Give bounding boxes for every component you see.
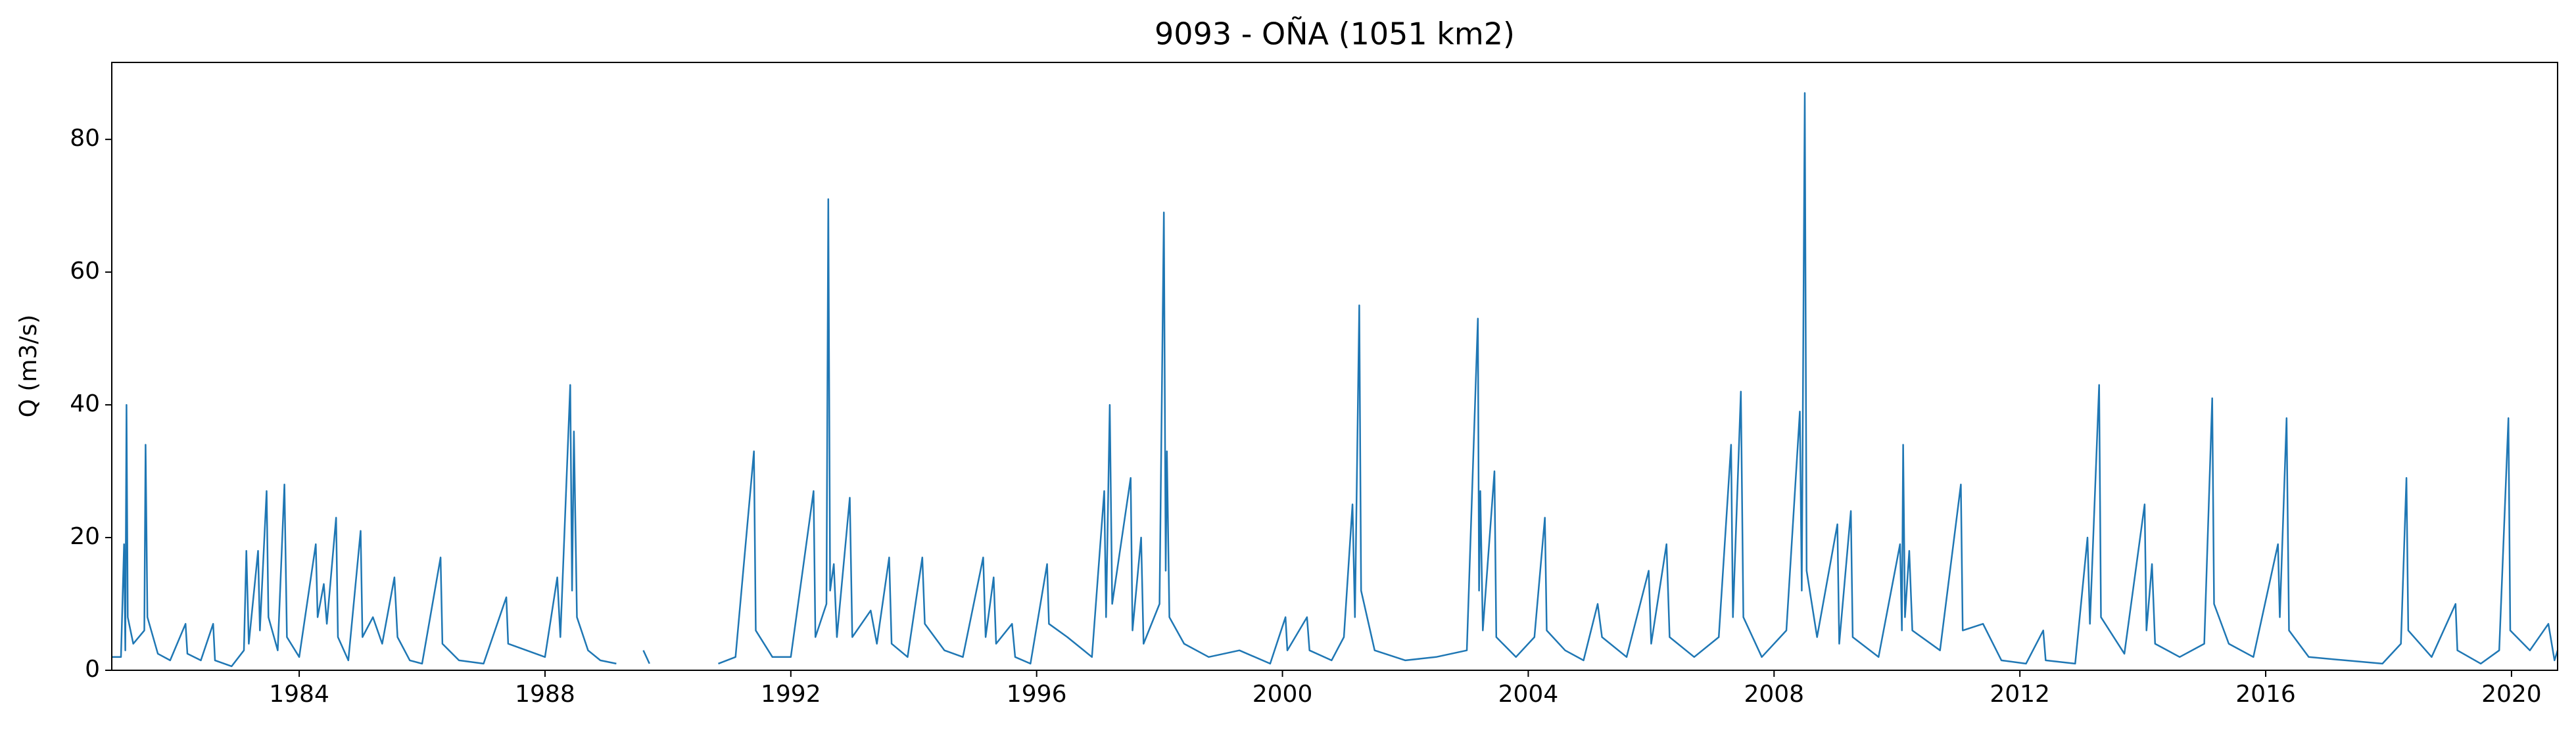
y-tick-label: 40 [70,390,100,417]
x-tick-label: 2020 [2481,681,2542,708]
x-tick-label: 2004 [1498,681,1559,708]
x-tick-label: 2012 [1990,681,2050,708]
x-tick-label: 1988 [515,681,575,708]
data-line [112,92,2559,668]
plot-frame [111,62,2558,671]
y-axis-label: Q (m3/s) [15,315,42,418]
x-tick-label: 2016 [2235,681,2296,708]
y-tick-label: 20 [70,523,100,550]
x-tick-label: 1992 [761,681,821,708]
x-tick-label: 2000 [1252,681,1313,708]
y-tick-label: 80 [70,125,100,152]
chart-title: 9093 - OÑA (1051 km2) [1155,16,1515,52]
x-tick-label: 1996 [1007,681,1067,708]
x-tick-label: 2008 [1744,681,1804,708]
y-tick-label: 0 [85,656,100,683]
x-tick-label: 1984 [269,681,329,708]
y-tick-label: 60 [70,258,100,285]
